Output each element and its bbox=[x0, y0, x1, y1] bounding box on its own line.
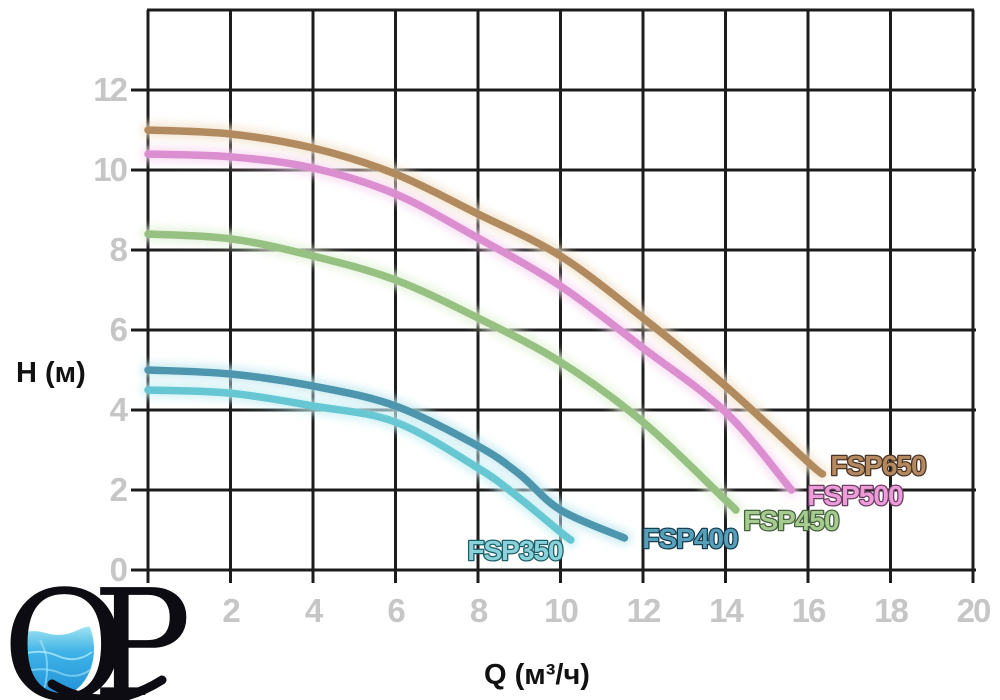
qp-logo: Q P bbox=[2, 558, 192, 700]
curve-label-fsp400: FSP400 bbox=[642, 523, 738, 554]
y-tick-label-2: 2 bbox=[110, 471, 128, 508]
logo-letter-q: Q bbox=[2, 558, 127, 700]
curve-label-fsp500: FSP500 bbox=[807, 480, 903, 511]
y-tick-label-6: 6 bbox=[110, 311, 128, 348]
curve-fsp650 bbox=[144, 126, 827, 478]
y-tick-label-4: 4 bbox=[110, 391, 129, 428]
logo-letter-p: P bbox=[92, 558, 192, 700]
logo-q-tail bbox=[47, 675, 167, 700]
y-tick-label-8: 8 bbox=[110, 231, 128, 268]
x-tick-label-18: 18 bbox=[874, 592, 908, 629]
x-tick-label-2: 2 bbox=[222, 592, 240, 629]
y-tick-label-12: 12 bbox=[93, 71, 127, 108]
curve-label-fsp350: FSP350 bbox=[467, 535, 563, 566]
x-tick-label-20: 20 bbox=[957, 592, 990, 629]
x-tick-label-14: 14 bbox=[709, 592, 744, 629]
grid-layer: 2 4 6 8 10 12 14 16 18 20 0 2 4 6 8 10 12 bbox=[93, 8, 992, 629]
curves-layer bbox=[141, 123, 830, 547]
x-tick-label-4: 4 bbox=[305, 592, 324, 629]
curve-label-fsp450: FSP450 bbox=[743, 505, 839, 536]
curve-glow-fsp650 bbox=[141, 123, 830, 481]
curve-label-fsp650: FSP650 bbox=[830, 450, 926, 481]
curve-fsp400 bbox=[144, 366, 629, 542]
y-tick-label-10: 10 bbox=[93, 151, 126, 188]
x-tick-label-8: 8 bbox=[470, 592, 488, 629]
x-tick-label-12: 12 bbox=[627, 592, 661, 629]
y-axis-title: H (м) bbox=[16, 357, 86, 389]
logo-water bbox=[18, 626, 94, 697]
y-tick-label-0: 0 bbox=[110, 551, 127, 588]
x-tick-label-10: 10 bbox=[544, 592, 577, 629]
curve-fsp500 bbox=[144, 150, 796, 494]
x-tick-label-16: 16 bbox=[792, 592, 826, 629]
curve-fsp450 bbox=[144, 230, 740, 514]
x-axis-title: Q (м³/ч) bbox=[484, 659, 590, 691]
curve-fsp350 bbox=[144, 386, 575, 544]
x-tick-label-6: 6 bbox=[387, 592, 405, 629]
